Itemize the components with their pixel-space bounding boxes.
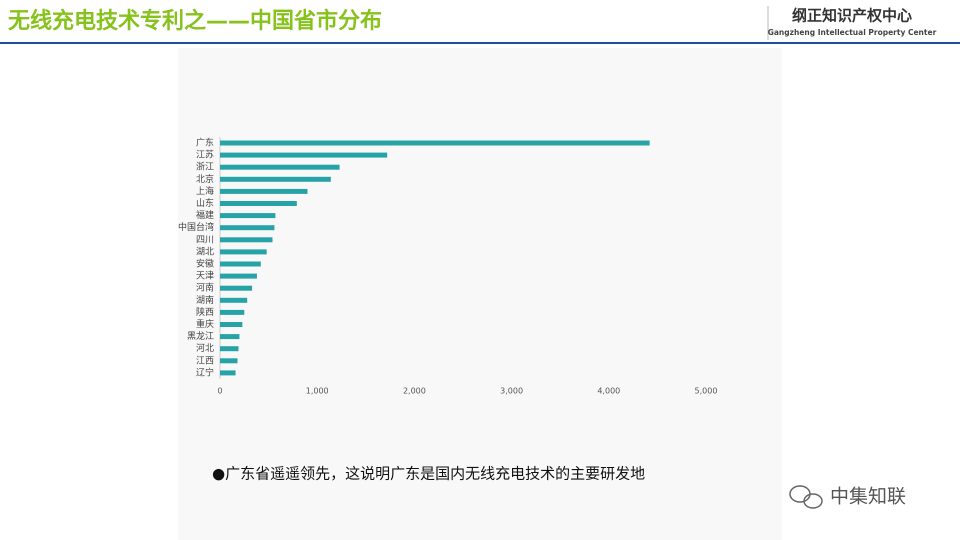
bar (220, 370, 236, 376)
logo-subtitle: Gangzheng Intellectual Property Center (768, 28, 937, 37)
bar (220, 140, 650, 146)
note: ●广东省遥遥领先，这说明广东是国内无线充电技术的主要研发地 (212, 465, 645, 483)
y-tick-label: 四川 (196, 235, 214, 245)
y-tick-label: 重庆 (196, 318, 214, 330)
y-tick-label: 中国台湾 (178, 221, 214, 233)
y-tick-label: 辽宁 (196, 366, 214, 378)
content-panel (178, 48, 782, 540)
y-tick-label: 北京 (196, 173, 214, 185)
bar (220, 273, 257, 279)
y-tick-label: 江西 (196, 355, 214, 366)
y-tick-label: 湖北 (196, 246, 214, 257)
bar (220, 261, 261, 267)
y-tick-label: 陕西 (196, 306, 214, 318)
bar (220, 249, 267, 255)
bar (220, 346, 239, 352)
x-tick-label: 3,000 (500, 387, 523, 396)
bar (220, 164, 340, 170)
bar (220, 285, 253, 291)
x-tick-label: 0 (217, 387, 222, 396)
bar (220, 322, 243, 327)
bar (220, 176, 331, 182)
y-tick-label: 上海 (196, 185, 214, 197)
y-tick-label: 湖南 (196, 294, 214, 306)
bar (220, 237, 273, 243)
bar (220, 201, 297, 206)
bar (220, 334, 240, 340)
watermark: 中集知联 (830, 486, 906, 508)
bar (220, 225, 275, 231)
y-tick-label: 广东 (196, 137, 214, 149)
wechat-icon (789, 485, 823, 509)
y-tick-label: 黑龙江 (187, 330, 214, 342)
x-tick-label: 4,000 (597, 387, 620, 396)
bar (220, 358, 238, 364)
bar (220, 213, 276, 219)
y-tick-label: 安徽 (196, 258, 214, 270)
x-tick-label: 1,000 (306, 387, 329, 396)
y-tick-label: 山东 (196, 197, 214, 209)
y-tick-label: 河南 (196, 282, 214, 294)
logo-name: 纲正知识产权中心 (792, 7, 912, 25)
slide-title: 无线充电技术专利之——中国省市分布 (8, 8, 382, 34)
x-tick-label: 5,000 (695, 387, 718, 396)
x-tick-label: 2,000 (403, 387, 426, 396)
y-tick-label: 天津 (196, 271, 214, 282)
y-tick-label: 浙江 (196, 161, 214, 173)
bar (220, 152, 388, 158)
bar (220, 309, 245, 315)
y-tick-label: 河北 (196, 342, 214, 354)
bar (220, 188, 308, 194)
y-tick-label: 福建 (196, 209, 214, 221)
bar (220, 297, 248, 303)
chart: 0 1,000 2,000 3,000 4,000 5,000 广东江苏浙江北京上海山东福建… (178, 137, 717, 396)
y-tick-label: 江苏 (196, 149, 214, 161)
